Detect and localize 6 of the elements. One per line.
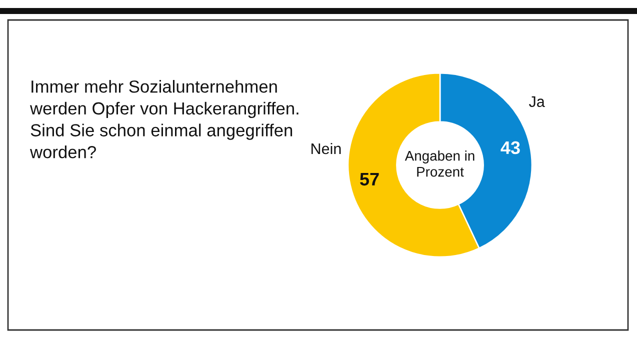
data-label: 57	[360, 173, 379, 186]
text: Angaben in Prozent	[404, 150, 474, 177]
slice-label: Ja	[528, 96, 545, 108]
data-label: 43	[500, 141, 520, 154]
text: Immer mehr Sozialunternehmen werden Opfer von Hackerangriffen. Sind Sie schon einmal angegriffen worden?	[30, 80, 298, 158]
slice-label: Nein	[312, 142, 341, 154]
